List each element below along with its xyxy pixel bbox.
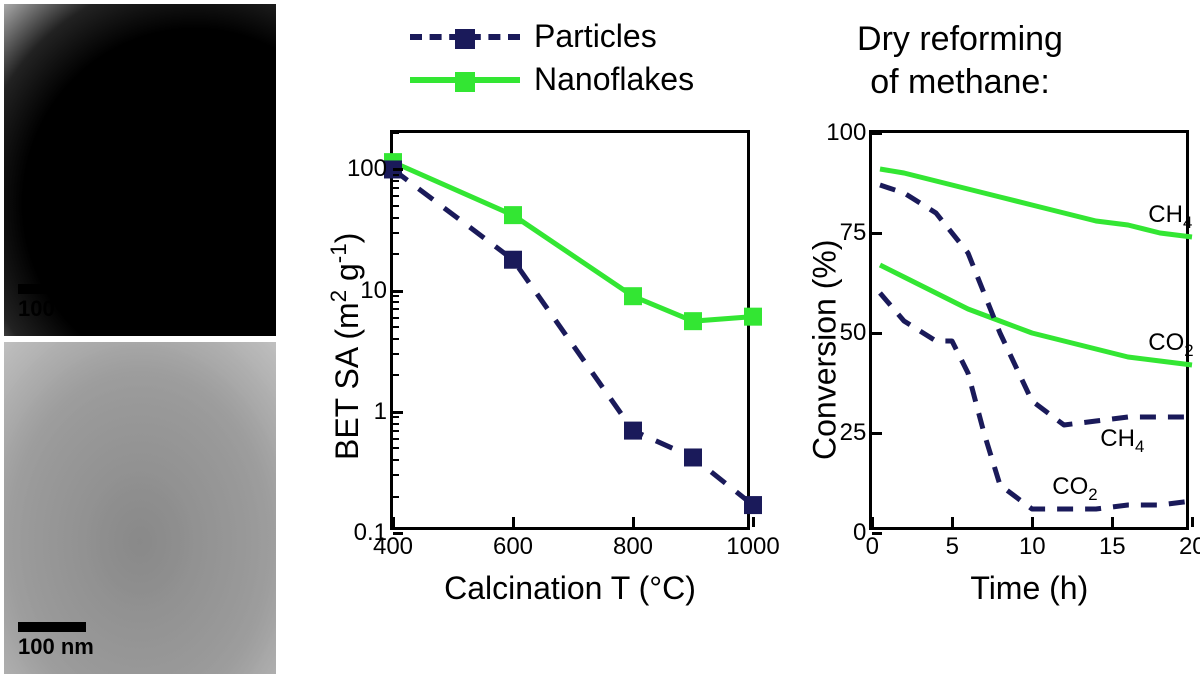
annotation-co2_green: CO2 bbox=[1148, 329, 1193, 361]
annotation-ch4_navy: CH4 bbox=[1100, 425, 1144, 457]
chart-bet-sa: BET SA (m2 g-1) 0.11101004006008001000 C… bbox=[310, 130, 759, 672]
xlabel-a: Calcination T (°C) bbox=[390, 570, 750, 607]
legend-marker-particles bbox=[455, 29, 475, 49]
legend-item-nanoflakes: Nanoflakes bbox=[410, 61, 694, 98]
scalebar-top: 100 nm bbox=[18, 284, 94, 322]
charts-area: Particles Nanoflakes Dry reforming of me… bbox=[280, 0, 1200, 682]
heading-line2: of methane: bbox=[780, 61, 1140, 104]
plot-b: 025507510005101520CH4CO2CH4CO2 bbox=[869, 130, 1189, 530]
plot-a: 0.11101004006008001000 bbox=[390, 130, 750, 530]
tem-image-bottom: 100 nm bbox=[4, 342, 276, 674]
scalebar-line bbox=[18, 622, 86, 632]
legend-label-nanoflakes: Nanoflakes bbox=[534, 61, 694, 98]
ylabel-b: Conversion (%) bbox=[807, 239, 844, 460]
charts-row: BET SA (m2 g-1) 0.11101004006008001000 C… bbox=[310, 130, 1190, 672]
legend-marker-nanoflakes bbox=[455, 72, 475, 92]
scalebar-line bbox=[18, 284, 86, 294]
ylabel-a: BET SA (m2 g-1) bbox=[326, 233, 366, 460]
legend-swatch-particles bbox=[410, 34, 520, 40]
legend-swatch-nanoflakes bbox=[410, 77, 520, 83]
heading: Dry reforming of methane: bbox=[780, 18, 1140, 103]
scalebar-label: 100 nm bbox=[18, 634, 94, 660]
tem-image-top: 100 nm bbox=[4, 4, 276, 336]
series-svg-b bbox=[872, 133, 1186, 527]
scalebar-bottom: 100 nm bbox=[18, 622, 94, 660]
legend-label-particles: Particles bbox=[534, 18, 657, 55]
annotation-ch4_green: CH4 bbox=[1148, 201, 1192, 233]
series-svg-a bbox=[393, 133, 747, 527]
xlabel-b: Time (h) bbox=[869, 570, 1189, 607]
heading-line1: Dry reforming bbox=[780, 18, 1140, 61]
annotation-co2_navy: CO2 bbox=[1052, 473, 1097, 505]
tem-image-column: 100 nm 100 nm bbox=[0, 0, 280, 682]
chart-conversion: Conversion (%) 025507510005101520CH4CO2C… bbox=[799, 130, 1190, 672]
legend: Particles Nanoflakes bbox=[410, 18, 694, 98]
scalebar-label: 100 nm bbox=[18, 296, 94, 322]
legend-item-particles: Particles bbox=[410, 18, 694, 55]
